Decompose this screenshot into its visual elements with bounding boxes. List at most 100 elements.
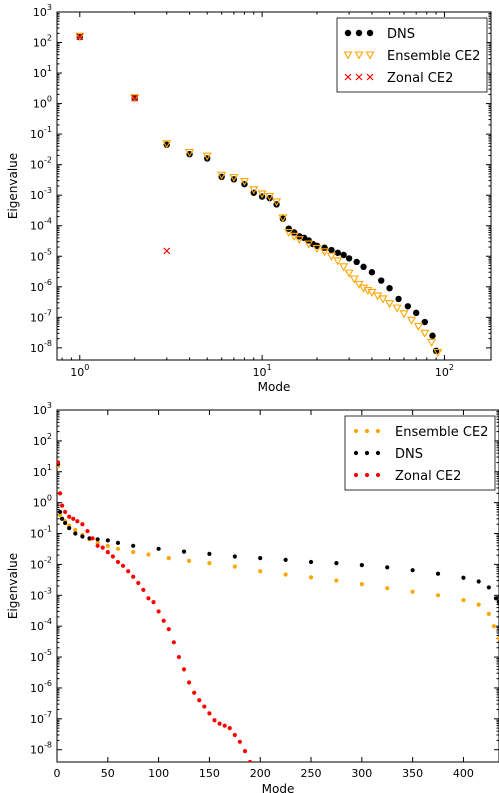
data-point	[496, 600, 499, 605]
top-chart-panel: 10-810-710-610-510-410-310-210-110010110…	[6, 3, 492, 394]
legend-marker	[375, 472, 381, 478]
data-point	[67, 525, 72, 531]
data-point	[486, 611, 491, 616]
legend-label: DNS	[387, 27, 415, 42]
data-point	[476, 579, 481, 584]
data-point	[345, 255, 353, 262]
data-point	[163, 141, 170, 148]
y-tick-label-exponent: -6	[44, 278, 52, 287]
legend-label: Ensemble CE2	[395, 425, 488, 440]
series-ensemble-ce2	[75, 32, 443, 358]
data-point	[131, 94, 139, 102]
data-point	[427, 338, 437, 347]
y-tick-label-exponent: -7	[44, 710, 52, 719]
y-tick-label-base: 10	[33, 67, 47, 80]
data-point	[232, 564, 237, 569]
data-point	[217, 721, 222, 726]
legend-marker	[353, 472, 359, 478]
legend-marker	[353, 428, 359, 434]
data-point	[349, 275, 359, 284]
y-tick-label-base: 10	[30, 250, 44, 263]
data-point	[146, 552, 151, 557]
data-point	[265, 193, 275, 202]
data-point	[399, 310, 409, 319]
x-tick-label: 400	[453, 767, 474, 780]
y-tick-label: 10-2	[30, 156, 52, 172]
data-point	[130, 94, 140, 103]
data-point	[360, 263, 367, 271]
series-dns	[57, 461, 499, 605]
data-point	[222, 723, 227, 728]
legend-marker	[375, 428, 381, 434]
y-tick-label: 10-8	[30, 741, 52, 757]
y-tick-label-base: 10	[30, 220, 44, 233]
y-axis-label: Eigenvalue	[6, 153, 20, 219]
y-tick-label-base: 10	[30, 189, 44, 202]
data-point	[95, 540, 100, 545]
x-tick-label: 0	[54, 767, 61, 780]
data-point	[305, 237, 312, 244]
data-point	[386, 284, 393, 292]
data-point	[63, 509, 68, 515]
data-point	[229, 173, 239, 183]
y-tick-label-base: 10	[30, 682, 44, 695]
y-tick-label-exponent: 2	[47, 432, 52, 441]
y-tick-label: 10-3	[30, 586, 52, 602]
data-point	[359, 582, 364, 587]
data-point	[461, 575, 466, 580]
data-point	[283, 572, 288, 577]
data-point	[232, 554, 237, 559]
data-point	[258, 569, 263, 574]
data-point	[312, 244, 322, 253]
data-point	[63, 520, 68, 526]
y-tick-label: 10-2	[30, 555, 52, 571]
data-point	[486, 585, 491, 590]
data-point	[186, 558, 192, 563]
data-point	[339, 263, 349, 272]
data-point	[105, 538, 110, 543]
legend-marker	[366, 73, 374, 81]
x-axis-label: Mode	[258, 380, 291, 394]
y-tick-label-base: 10	[33, 466, 47, 479]
data-point	[202, 704, 207, 709]
y-tick-label-exponent: -7	[44, 308, 52, 317]
data-point	[100, 545, 105, 550]
data-point	[156, 609, 161, 614]
data-point	[407, 316, 417, 325]
data-point	[284, 228, 294, 238]
data-point	[334, 578, 339, 583]
data-point	[186, 680, 192, 685]
y-tick-label-exponent: -6	[44, 679, 52, 688]
y-tick-label-base: 10	[33, 6, 47, 19]
data-point	[162, 140, 172, 149]
x-axis-label: Mode	[262, 782, 295, 793]
legend-marker	[365, 51, 375, 60]
legend-marker	[354, 51, 364, 60]
y-tick-label: 10-5	[30, 247, 52, 263]
data-point	[136, 580, 141, 586]
data-point	[76, 33, 84, 41]
legend-marker	[344, 29, 352, 37]
data-point	[294, 236, 304, 245]
data-point	[115, 559, 121, 565]
data-point	[368, 269, 376, 276]
data-point	[326, 252, 336, 261]
legend-marker	[375, 450, 381, 456]
data-point	[115, 540, 121, 545]
y-tick-label: 10-4	[30, 617, 52, 633]
legend-marker	[366, 29, 374, 37]
y-tick-label-base: 10	[33, 497, 47, 510]
data-point	[146, 596, 151, 601]
data-point	[278, 214, 288, 223]
data-point	[461, 597, 466, 603]
data-point	[496, 636, 499, 641]
data-point	[57, 512, 63, 518]
x-tick-label-exponent: 0	[84, 363, 89, 372]
y-tick-label-base: 10	[30, 620, 44, 633]
data-point	[404, 303, 412, 310]
data-point	[353, 258, 360, 266]
y-tick-label-base: 10	[30, 558, 44, 571]
data-point	[237, 739, 242, 744]
x-tick-label: 200	[250, 767, 271, 780]
data-point	[433, 349, 443, 358]
